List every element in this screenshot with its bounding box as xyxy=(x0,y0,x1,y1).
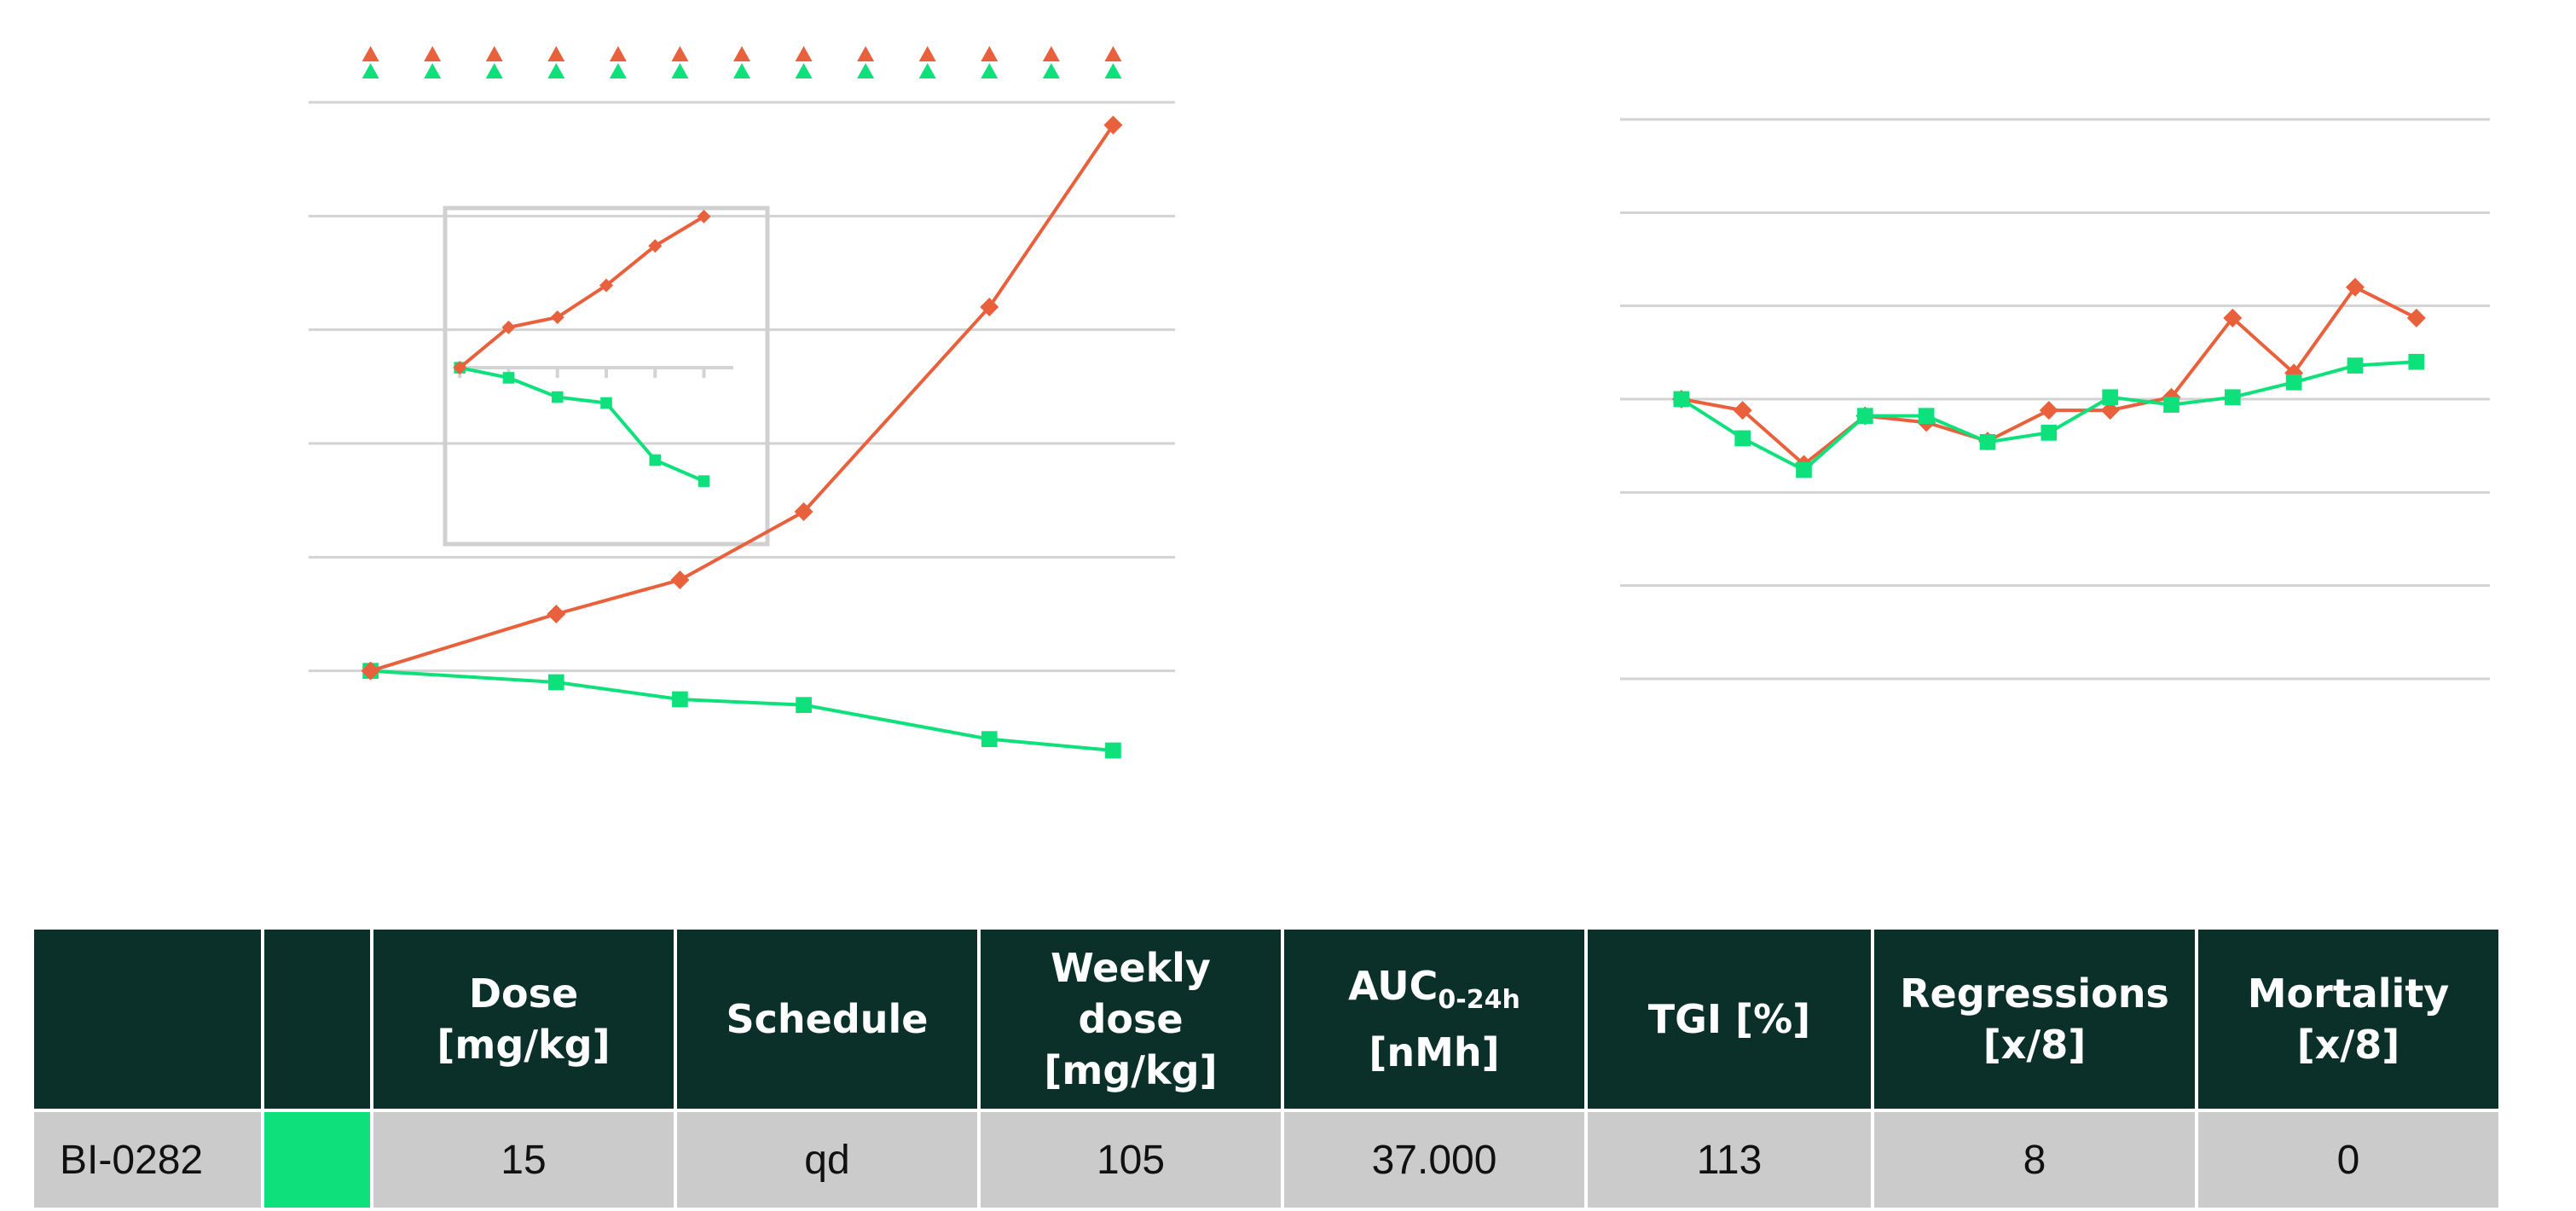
dosing-marker-green-1 xyxy=(424,63,442,78)
header-weekly-dose: Weekly dose [mg/kg] xyxy=(977,926,1284,1112)
tumor-volume-chart xyxy=(309,46,1175,759)
header-mortality: Mortality [x/8] xyxy=(2195,926,2502,1112)
header-schedule: Schedule xyxy=(674,926,981,1112)
dosing-marker-green-4 xyxy=(609,63,627,78)
right-green-point-1 xyxy=(1734,430,1751,447)
dosing-marker-orange-12 xyxy=(1104,46,1122,61)
left-orange-point-1 xyxy=(547,605,566,623)
left-green-point-4 xyxy=(981,731,998,748)
charts-canvas xyxy=(309,46,2490,759)
right-green-point-11 xyxy=(2347,357,2364,374)
inset-green-point-1 xyxy=(502,372,515,384)
cell-color-swatch xyxy=(261,1109,373,1211)
right-green-point-7 xyxy=(2102,389,2118,406)
dosing-marker-green-8 xyxy=(857,63,875,78)
left-green-point-3 xyxy=(796,697,812,714)
dosing-marker-orange-0 xyxy=(362,46,379,61)
right-green-point-12 xyxy=(2408,353,2425,370)
right-green-point-9 xyxy=(2224,389,2241,406)
inset-orange-point-0 xyxy=(453,361,467,375)
right-orange-point-6 xyxy=(2039,401,2058,420)
dosing-marker-green-5 xyxy=(671,63,689,78)
dosing-marker-orange-2 xyxy=(485,46,503,61)
dosing-marker-orange-6 xyxy=(733,46,750,61)
dosing-marker-green-3 xyxy=(547,63,565,78)
dosing-marker-green-12 xyxy=(1104,63,1122,78)
cell-weekly-dose: 105 xyxy=(977,1109,1284,1211)
cell-compound: BI-0282 xyxy=(31,1109,264,1211)
inset-orange-point-2 xyxy=(550,310,564,325)
left-green-point-2 xyxy=(672,691,688,708)
inset-orange-line xyxy=(458,215,705,369)
dosing-marker-green-11 xyxy=(1042,63,1060,78)
inset-green-point-5 xyxy=(698,475,710,487)
dosing-marker-orange-11 xyxy=(1042,46,1060,61)
left-orange-point-5 xyxy=(1103,115,1123,135)
cell-auc: 37.000 xyxy=(1281,1109,1588,1211)
cell-dose: 15 xyxy=(370,1109,677,1211)
dosing-marker-green-9 xyxy=(918,63,936,78)
right-green-point-6 xyxy=(2041,425,2058,441)
right-green-point-4 xyxy=(1918,408,1935,425)
left-green-line xyxy=(370,669,1114,752)
cell-regressions: 8 xyxy=(1871,1109,2198,1211)
dosing-marker-green-10 xyxy=(981,63,999,78)
right-green-point-0 xyxy=(1673,391,1690,408)
dosing-marker-green-6 xyxy=(733,63,750,78)
left-orange-point-2 xyxy=(670,571,690,589)
inset-green-line xyxy=(459,366,705,483)
header-compound xyxy=(31,926,264,1112)
body-weight-chart xyxy=(1620,118,2490,681)
header-swatch xyxy=(261,926,373,1112)
dosing-marker-green-7 xyxy=(795,63,813,78)
inset-green-point-4 xyxy=(649,454,662,466)
header-auc: AUC0-24h [nMh] xyxy=(1281,926,1588,1112)
cell-mortality: 0 xyxy=(2195,1109,2502,1211)
inset-green-point-3 xyxy=(600,397,612,409)
inset-frame xyxy=(443,206,770,547)
header-dose: Dose [mg/kg] xyxy=(370,926,677,1112)
cell-tgi: 113 xyxy=(1584,1109,1874,1211)
header-auc-unit: [nMh] xyxy=(1369,1028,1500,1075)
right-green-point-8 xyxy=(2163,397,2179,413)
right-orange-point-12 xyxy=(2406,308,2426,327)
dosing-marker-green-2 xyxy=(485,63,503,78)
dosing-marker-orange-8 xyxy=(857,46,875,61)
right-green-point-3 xyxy=(1856,408,1873,425)
right-orange-point-11 xyxy=(2345,277,2365,297)
right-orange-point-1 xyxy=(1733,401,1752,420)
left-orange-point-3 xyxy=(794,502,813,521)
right-orange-point-9 xyxy=(2223,308,2243,327)
dosing-marker-orange-3 xyxy=(547,46,565,61)
inset-orange-point-5 xyxy=(697,209,711,223)
dosing-marker-orange-4 xyxy=(609,46,627,61)
left-orange-point-0 xyxy=(361,661,380,681)
right-green-point-10 xyxy=(2285,374,2302,391)
header-tgi: TGI [%] xyxy=(1584,926,1874,1112)
right-green-point-5 xyxy=(1979,433,1996,450)
left-green-point-1 xyxy=(547,674,564,691)
dosing-marker-green-0 xyxy=(362,63,379,78)
dosing-marker-orange-5 xyxy=(671,46,689,61)
dosing-marker-orange-9 xyxy=(918,46,936,61)
left-green-point-5 xyxy=(1105,742,1121,759)
inset-orange-point-3 xyxy=(599,278,613,293)
header-auc-label: AUC xyxy=(1348,963,1439,1010)
right-orange-point-7 xyxy=(2100,401,2120,420)
right-green-point-2 xyxy=(1796,461,1812,478)
header-regressions: Regressions [x/8] xyxy=(1871,926,2198,1112)
dosing-marker-orange-1 xyxy=(424,46,442,61)
summary-table: Dose [mg/kg] Schedule Weekly dose [mg/kg… xyxy=(31,926,2502,1211)
cell-schedule: qd xyxy=(674,1109,981,1211)
left-orange-point-4 xyxy=(980,298,999,316)
dosing-marker-orange-10 xyxy=(981,46,999,61)
inset-green-point-2 xyxy=(551,391,564,403)
table-row: BI-0282 15 qd 105 37.000 113 8 0 xyxy=(31,1109,2502,1211)
header-auc-subscript: 0-24h xyxy=(1438,985,1520,1016)
inset-orange-point-4 xyxy=(648,239,663,253)
dosing-marker-orange-7 xyxy=(795,46,813,61)
inset-orange-point-1 xyxy=(501,320,516,334)
left-orange-line xyxy=(369,124,1115,673)
table-header-row: Dose [mg/kg] Schedule Weekly dose [mg/kg… xyxy=(31,926,2502,1112)
